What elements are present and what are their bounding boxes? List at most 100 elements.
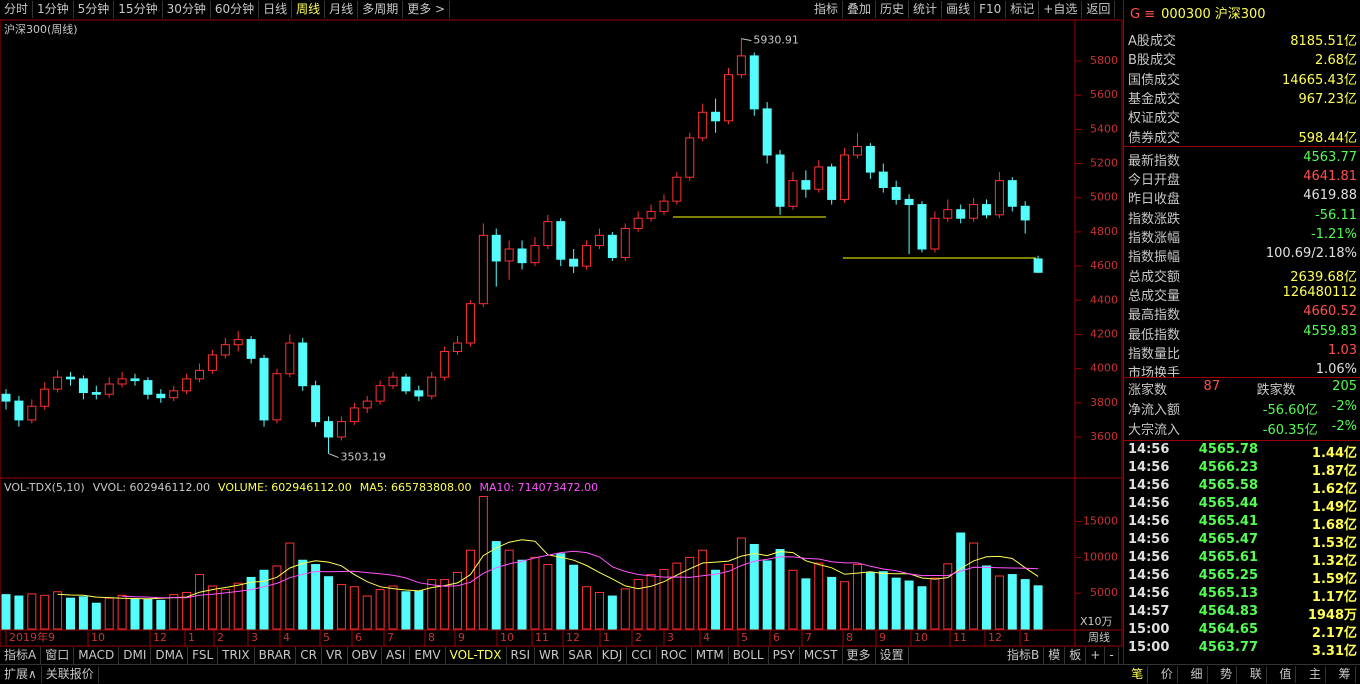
volume-bar bbox=[891, 577, 901, 630]
indicator-tab[interactable]: MCST bbox=[800, 647, 843, 664]
indicator-tab[interactable]: CR bbox=[296, 647, 322, 664]
indicator-tab[interactable]: TRIX bbox=[218, 647, 255, 664]
candle-body bbox=[453, 342, 463, 353]
indicator-tab[interactable]: KDJ bbox=[598, 647, 628, 664]
panel-tab[interactable]: 主 bbox=[1305, 666, 1327, 683]
panel-tab[interactable]: 价 bbox=[1157, 666, 1178, 683]
indicator-tab[interactable]: VOL-TDX bbox=[446, 647, 507, 664]
y-tick-label: 10000 bbox=[1083, 550, 1118, 563]
volume-bar bbox=[220, 589, 230, 630]
volume-bar bbox=[543, 564, 553, 630]
period-tab[interactable]: 5分钟 bbox=[74, 1, 115, 18]
breadth-row: 涨家数 87 跌家数 205 bbox=[1128, 379, 1357, 398]
tool-button[interactable]: 画线 bbox=[942, 1, 976, 18]
status-item[interactable]: 关联报价 bbox=[42, 666, 99, 683]
tool-button[interactable]: 叠加 bbox=[843, 1, 877, 18]
candle-body bbox=[543, 221, 553, 247]
indicator-button[interactable]: 板 bbox=[1065, 647, 1087, 664]
stat-value: 100.69/2.18% bbox=[1265, 246, 1357, 262]
volume-bar bbox=[349, 586, 359, 630]
period-tab[interactable]: 日线 bbox=[259, 1, 293, 18]
tick-row: 14:56 4565.58 1.62亿 bbox=[1128, 478, 1357, 497]
panel-tab[interactable]: 值 bbox=[1275, 666, 1297, 683]
stat-label: 昨日收盘 bbox=[1128, 192, 1181, 208]
indicator-tab[interactable]: WR bbox=[535, 647, 565, 664]
tool-button[interactable]: +自选 bbox=[1039, 1, 1083, 18]
period-tab[interactable]: 更多 > bbox=[403, 1, 451, 18]
volume-bar bbox=[440, 579, 450, 630]
candle-body bbox=[814, 166, 824, 190]
y-tick-label: 5200 bbox=[1090, 157, 1118, 170]
indicator-tab[interactable]: ROC bbox=[657, 647, 692, 664]
x-tick-label: 8 bbox=[428, 631, 435, 644]
volume-bar bbox=[994, 575, 1004, 630]
indicator-tab[interactable]: PSY bbox=[769, 647, 800, 664]
candle-body bbox=[195, 369, 205, 380]
indicator-tab[interactable]: VR bbox=[322, 647, 348, 664]
indicator-tab[interactable]: ASI bbox=[382, 647, 411, 664]
tool-button[interactable]: 标记 bbox=[1006, 1, 1040, 18]
indicator-tab[interactable]: SAR bbox=[564, 647, 598, 664]
panel-tab[interactable]: 笔 bbox=[1127, 666, 1149, 683]
status-item[interactable]: 扩展∧ bbox=[0, 666, 42, 683]
indicator-tab[interactable]: 窗口 bbox=[41, 647, 75, 664]
indicator-tab[interactable]: FSL bbox=[188, 647, 219, 664]
indicator-tab[interactable]: CCI bbox=[627, 647, 657, 664]
period-tab[interactable]: 分时 bbox=[0, 1, 34, 18]
annotation-line bbox=[328, 453, 339, 458]
period-tab[interactable]: 多周期 bbox=[358, 1, 404, 18]
tool-button[interactable]: F10 bbox=[975, 1, 1007, 18]
candle-body bbox=[994, 180, 1004, 216]
x-tick-label: 6 bbox=[355, 631, 362, 644]
x-tick-label: 1 bbox=[603, 631, 610, 644]
panel-tab[interactable]: 势 bbox=[1216, 666, 1238, 683]
indicator-tab[interactable]: MACD bbox=[74, 647, 120, 664]
indicator-tab[interactable]: MTM bbox=[692, 647, 729, 664]
candle-body bbox=[891, 186, 901, 200]
tool-button[interactable]: 指标 bbox=[810, 1, 844, 18]
indicator-tab[interactable]: RSI bbox=[507, 647, 536, 664]
tick-volume: 1.59亿 bbox=[1311, 572, 1357, 587]
indicator-tab[interactable]: EMV bbox=[410, 647, 446, 664]
indicator-button[interactable]: + bbox=[1086, 647, 1106, 664]
panel-tab[interactable]: 联 bbox=[1246, 666, 1267, 683]
tool-button[interactable]: 返回 bbox=[1082, 1, 1116, 18]
period-tab[interactable]: 30分钟 bbox=[163, 1, 211, 18]
indicator-button[interactable]: 指标B bbox=[1003, 647, 1045, 664]
candle-body bbox=[414, 390, 424, 397]
period-tab[interactable]: 月线 bbox=[325, 1, 359, 18]
flow-label: 大宗流入 bbox=[1128, 422, 1181, 438]
tool-button[interactable]: 统计 bbox=[909, 1, 943, 18]
stat-row: A股成交 8185.51亿 bbox=[1128, 30, 1357, 49]
volume-bar bbox=[814, 562, 824, 630]
period-tab[interactable]: 60分钟 bbox=[211, 1, 260, 18]
tick-price: 4565.13 bbox=[1198, 586, 1258, 601]
panel-tab[interactable]: 细 bbox=[1187, 666, 1208, 683]
tick-row: 14:57 4564.83 1948万 bbox=[1128, 604, 1357, 623]
volume-bar bbox=[530, 556, 540, 630]
indicator-tab[interactable]: DMI bbox=[119, 647, 152, 664]
volume-bar bbox=[272, 565, 282, 630]
stat-label: 指数涨跌 bbox=[1128, 211, 1181, 227]
volume-bar bbox=[66, 597, 76, 630]
tick-price: 4565.78 bbox=[1198, 442, 1258, 457]
stat-label: 最新指数 bbox=[1128, 153, 1181, 169]
x-tick-label: 2 bbox=[635, 631, 642, 644]
panel-tab[interactable]: 筹 bbox=[1335, 666, 1356, 683]
indicator-tab[interactable]: 设置 bbox=[876, 647, 909, 664]
period-tab[interactable]: 周线 bbox=[292, 1, 326, 18]
indicator-tab[interactable]: BOLL bbox=[729, 647, 769, 664]
tool-button[interactable]: 历史 bbox=[876, 1, 910, 18]
indicator-tab[interactable]: OBV bbox=[348, 647, 383, 664]
indicator-tab[interactable]: 更多 bbox=[843, 647, 876, 664]
indicator-tab[interactable]: DMA bbox=[151, 647, 189, 664]
volume-unit: X10万 bbox=[1080, 615, 1113, 628]
indicator-button[interactable]: - bbox=[1105, 647, 1119, 664]
indicator-tab[interactable]: 指标A bbox=[0, 647, 42, 664]
volume-bar bbox=[878, 571, 888, 630]
indicator-tab[interactable]: BRAR bbox=[255, 647, 297, 664]
period-tab[interactable]: 15分钟 bbox=[114, 1, 163, 18]
candle-body bbox=[749, 55, 759, 110]
indicator-button[interactable]: 模 bbox=[1044, 647, 1066, 664]
period-tab[interactable]: 1分钟 bbox=[33, 1, 74, 18]
